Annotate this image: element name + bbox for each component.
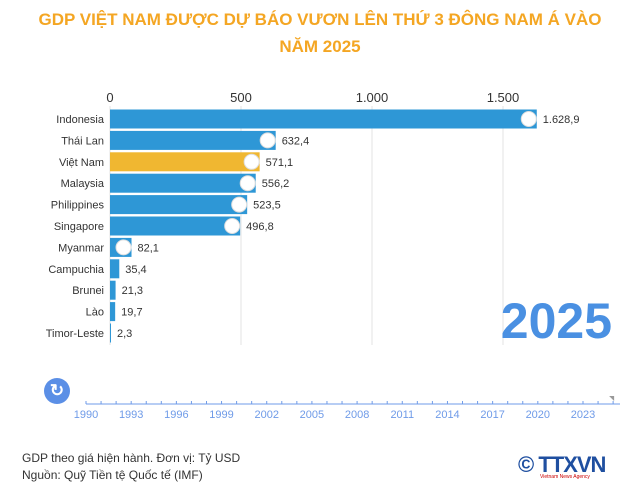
ttxvn-logo: © TTXVN Vietnam News Agency: [518, 452, 606, 480]
value-label: 21,3: [122, 285, 143, 297]
flag-icon: [259, 132, 276, 149]
timeline-label: 2023: [571, 409, 595, 421]
category-label: Malaysia: [61, 178, 105, 190]
timeline-label: 1990: [74, 409, 98, 421]
bar-chart: 0 500 1.000 1.500 Indonesia 1.628,9 Thái Lan 63…: [46, 90, 620, 421]
flag-icon: [239, 175, 256, 192]
year-label: 2025: [501, 293, 612, 349]
timeline-label: 2020: [526, 409, 550, 421]
bar: [110, 302, 116, 322]
category-label: Việt Nam: [59, 157, 104, 169]
timeline-label: 1996: [164, 409, 188, 421]
timeline-label: 2005: [300, 409, 324, 421]
bar: [110, 259, 120, 279]
category-label: Singapore: [54, 221, 104, 233]
category-label: Indonesia: [56, 114, 105, 126]
value-label: 1.628,9: [543, 114, 580, 126]
replay-button[interactable]: ↻: [44, 378, 70, 404]
value-label: 523,5: [253, 200, 281, 212]
title-line-2: NĂM 2025: [279, 37, 361, 56]
value-label: 571,1: [266, 157, 294, 169]
footnote: GDP theo giá hiện hành. Đơn vị: Tỷ USD N…: [22, 450, 240, 484]
timeline-handle[interactable]: [609, 396, 615, 401]
bar: [110, 130, 276, 150]
flag-icon: [231, 196, 248, 213]
timeline-label: 1999: [209, 409, 233, 421]
category-label: Thái Lan: [61, 135, 104, 147]
timeline-label: 2014: [435, 409, 459, 421]
bar: [110, 109, 537, 129]
bar: [110, 173, 256, 193]
value-label: 496,8: [246, 221, 274, 233]
x-tick-label: 0: [106, 90, 113, 105]
value-label: 2,3: [117, 328, 132, 340]
value-label: 632,4: [282, 135, 310, 147]
bar: [110, 323, 111, 343]
category-label: Brunei: [72, 285, 104, 297]
value-label: 82,1: [138, 242, 159, 254]
category-label: Myanmar: [58, 242, 104, 254]
x-tick-label: 1.000: [356, 90, 389, 105]
x-tick-label: 1.500: [487, 90, 520, 105]
x-tick-label: 500: [230, 90, 252, 105]
flag-icon: [115, 239, 132, 256]
flag-icon: [243, 153, 260, 170]
category-label: Timor-Leste: [46, 328, 104, 340]
timeline-label: 2008: [345, 409, 369, 421]
bar: [110, 195, 248, 215]
category-label: Lào: [86, 307, 104, 319]
flag-icon: [520, 111, 537, 127]
unit-note: GDP theo giá hiện hành. Đơn vị: Tỷ USD: [22, 451, 241, 465]
bar: [110, 216, 241, 236]
source-note: Nguồn: Quỹ Tiền tệ Quốc tế (IMF): [22, 468, 203, 482]
timeline-label: 1993: [119, 409, 143, 421]
chart-title: GDP VIỆT NAM ĐƯỢC DỰ BÁO VƯƠN LÊN THỨ 3 …: [0, 6, 640, 60]
value-label: 556,2: [262, 178, 290, 190]
timeline-label: 2017: [480, 409, 504, 421]
value-label: 35,4: [125, 264, 146, 276]
category-label: Campuchia: [48, 264, 105, 276]
flag-icon: [224, 218, 241, 234]
bar: [110, 280, 116, 300]
category-label: Philippines: [51, 200, 105, 212]
timeline-label: 2011: [390, 409, 414, 421]
bar: [110, 152, 260, 172]
timeline-label: 2002: [254, 409, 278, 421]
title-line-1: GDP VIỆT NAM ĐƯỢC DỰ BÁO VƯƠN LÊN THỨ 3 …: [38, 10, 602, 29]
value-label: 19,7: [121, 307, 142, 319]
